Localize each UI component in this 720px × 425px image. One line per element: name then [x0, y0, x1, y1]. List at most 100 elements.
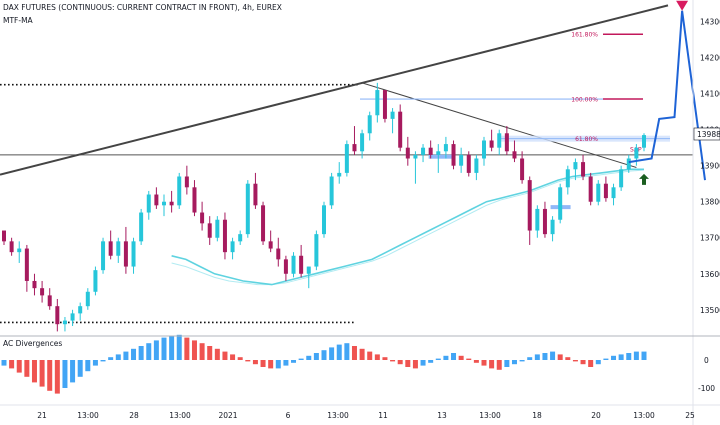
candle: [230, 241, 235, 253]
candle: [619, 169, 624, 188]
candle: [261, 205, 266, 242]
ac-bar: [16, 360, 22, 373]
candle: [306, 266, 311, 274]
candle: [108, 241, 113, 256]
ac-bar: [504, 360, 510, 367]
candle: [626, 158, 631, 170]
candle: [238, 234, 243, 242]
ac-bar: [580, 360, 586, 365]
x-tick-label: 28: [129, 411, 139, 420]
candle: [123, 241, 128, 267]
ac-bar: [298, 358, 304, 360]
fib-level-label: 161.80%: [571, 32, 598, 39]
candle: [603, 183, 608, 199]
projection-path: [628, 10, 706, 181]
ac-bar: [9, 360, 15, 369]
ac-bar: [443, 355, 449, 360]
ac-bar: [329, 347, 335, 360]
ac-bar: [153, 340, 159, 360]
candle: [421, 147, 426, 155]
candle: [276, 248, 281, 260]
candle: [78, 306, 83, 314]
candle: [329, 176, 334, 206]
price-pane[interactable]: 161.80%100.00%61.80%SAP: [0, 0, 706, 332]
ac-bar: [626, 353, 632, 360]
candle: [497, 133, 502, 148]
ac-bar: [633, 351, 639, 360]
candle: [17, 248, 22, 253]
ac-bar: [184, 337, 190, 360]
candle: [322, 205, 326, 235]
ac-bar: [176, 334, 182, 360]
candle: [222, 219, 227, 253]
ac-bar: [70, 360, 76, 383]
ac-bar: [268, 360, 274, 369]
x-tick-label: 13:00: [169, 411, 191, 420]
candle: [101, 241, 106, 271]
x-tick-label: 21: [37, 411, 47, 420]
candle: [382, 90, 387, 119]
candle: [573, 162, 578, 170]
ac-bar: [473, 360, 479, 363]
ac-bar: [313, 353, 319, 360]
ac-bar: [519, 360, 525, 362]
x-tick-label: 18: [532, 411, 542, 420]
ac-divergences-pane[interactable]: [1, 334, 647, 394]
candle: [314, 234, 319, 267]
candle: [85, 291, 90, 307]
ac-bar: [496, 360, 502, 370]
ac-bar: [595, 360, 601, 365]
ac-bar: [108, 357, 114, 360]
x-tick-label: 13:00: [327, 411, 349, 420]
ac-bar: [260, 360, 266, 367]
ac-bar: [283, 360, 289, 366]
ac-bar: [412, 360, 418, 369]
candle: [451, 144, 456, 166]
ac-bar: [115, 354, 121, 360]
candle: [428, 147, 433, 155]
ac-bar: [336, 344, 342, 360]
y-tick-label: 13700: [700, 234, 720, 243]
candle: [200, 212, 205, 224]
ac-bar: [230, 354, 236, 360]
candle: [154, 194, 159, 206]
ac-bar: [275, 360, 281, 369]
ma-fast-line: [171, 168, 644, 286]
ac-bar: [306, 355, 312, 360]
ma-slow-line: [171, 169, 645, 286]
time-axis[interactable]: 21 13:00 28 13:00 2021 6 13:00 11 13 13:00 18 20 13:…: [37, 411, 695, 420]
ac-bar: [542, 353, 548, 360]
candle: [169, 201, 174, 206]
candle: [47, 295, 52, 307]
candle: [413, 154, 418, 159]
last-price-label: 13988: [697, 130, 720, 139]
candle: [70, 313, 75, 321]
ac-bar: [199, 343, 205, 360]
ac-bar: [557, 354, 563, 360]
ac-bar: [588, 360, 594, 367]
y-tick-label: 14200: [700, 54, 720, 63]
candle: [390, 111, 395, 119]
candle: [245, 183, 250, 235]
candle: [146, 194, 151, 213]
ac-bar: [382, 357, 388, 360]
candle: [360, 133, 365, 152]
ac-bar: [611, 355, 617, 360]
ac-bar: [527, 357, 533, 360]
candle: [215, 219, 220, 238]
ac-bar: [374, 354, 380, 360]
candle: [55, 306, 60, 325]
ac-bar: [351, 346, 357, 360]
candle: [162, 201, 166, 206]
ac-y-tick-label: 0: [704, 356, 709, 365]
ac-bar: [466, 358, 472, 360]
candle: [131, 241, 136, 267]
chart-title: DAX FUTURES (CONTINUOUS: CURRENT CONTRAC…: [3, 3, 282, 12]
ac-bar: [458, 355, 464, 360]
x-tick-label: 13:00: [479, 411, 501, 420]
ac-bar: [214, 348, 220, 360]
ac-bar: [565, 357, 571, 360]
